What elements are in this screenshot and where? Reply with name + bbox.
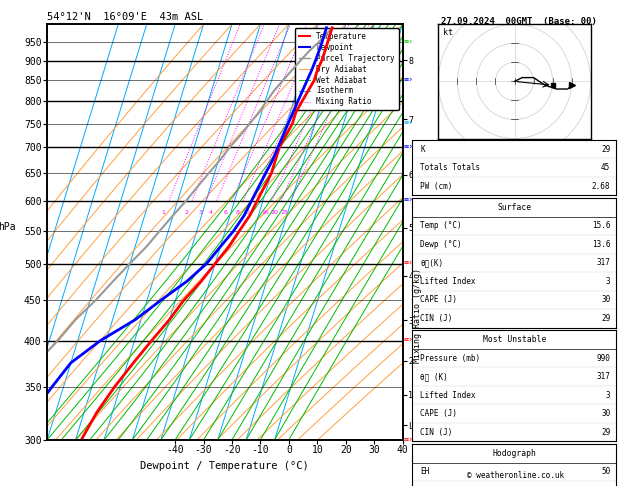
Text: CIN (J): CIN (J) <box>420 314 452 323</box>
Text: CIN (J): CIN (J) <box>420 428 452 436</box>
Text: ≡›: ≡› <box>404 196 414 205</box>
Text: Surface: Surface <box>497 203 532 212</box>
Text: ≡›: ≡› <box>404 143 414 152</box>
Text: ≡›: ≡› <box>404 119 414 128</box>
Text: 27.09.2024  00GMT  (Base: 00): 27.09.2024 00GMT (Base: 00) <box>441 17 597 26</box>
Text: 30: 30 <box>601 409 610 418</box>
Text: 45: 45 <box>601 163 610 172</box>
Text: 29: 29 <box>601 145 610 154</box>
Text: 990: 990 <box>596 354 610 363</box>
Text: Hodograph: Hodograph <box>493 449 536 458</box>
Text: θᴄ(K): θᴄ(K) <box>420 259 443 267</box>
Text: 317: 317 <box>596 372 610 381</box>
Text: © weatheronline.co.uk: © weatheronline.co.uk <box>467 471 564 480</box>
Text: 29: 29 <box>601 314 610 323</box>
Text: PW (cm): PW (cm) <box>420 182 452 191</box>
Text: CAPE (J): CAPE (J) <box>420 295 457 304</box>
Text: 54°12'N  16°09'E  43m ASL: 54°12'N 16°09'E 43m ASL <box>47 12 203 22</box>
Text: θᴄ (K): θᴄ (K) <box>420 372 448 381</box>
Text: Lifted Index: Lifted Index <box>420 277 476 286</box>
Text: 2.68: 2.68 <box>592 182 610 191</box>
Text: 2: 2 <box>184 210 188 215</box>
Text: 317: 317 <box>596 259 610 267</box>
Text: CAPE (J): CAPE (J) <box>420 409 457 418</box>
Text: ≡›: ≡› <box>404 37 414 47</box>
Text: Mixing Ratio (g/kg): Mixing Ratio (g/kg) <box>413 268 421 363</box>
Text: ≡›: ≡› <box>404 259 414 268</box>
Text: kt: kt <box>443 28 453 37</box>
Text: 10: 10 <box>242 210 250 215</box>
Text: Most Unstable: Most Unstable <box>482 335 546 344</box>
Text: 3: 3 <box>606 277 610 286</box>
Text: 16: 16 <box>262 210 269 215</box>
Text: EH: EH <box>420 468 430 476</box>
X-axis label: Dewpoint / Temperature (°C): Dewpoint / Temperature (°C) <box>140 461 309 471</box>
Legend: Temperature, Dewpoint, Parcel Trajectory, Dry Adiabat, Wet Adiabat, Isotherm, Mi: Temperature, Dewpoint, Parcel Trajectory… <box>295 28 399 110</box>
Text: 29: 29 <box>601 428 610 436</box>
Y-axis label: hPa: hPa <box>0 222 16 232</box>
Text: ≡›: ≡› <box>404 336 414 345</box>
Text: 20: 20 <box>271 210 279 215</box>
Y-axis label: km
ASL: km ASL <box>441 223 455 242</box>
Text: 1: 1 <box>161 210 165 215</box>
Text: Lifted Index: Lifted Index <box>420 391 476 399</box>
Text: 50: 50 <box>601 468 610 476</box>
Text: 4: 4 <box>209 210 213 215</box>
Text: 6: 6 <box>224 210 228 215</box>
Text: 13.6: 13.6 <box>592 240 610 249</box>
Text: Totals Totals: Totals Totals <box>420 163 481 172</box>
Text: K: K <box>420 145 425 154</box>
Text: 8: 8 <box>235 210 239 215</box>
Text: 30: 30 <box>601 295 610 304</box>
Text: 15.6: 15.6 <box>592 222 610 230</box>
Text: 25: 25 <box>281 210 289 215</box>
Text: Temp (°C): Temp (°C) <box>420 222 462 230</box>
Text: Dewp (°C): Dewp (°C) <box>420 240 462 249</box>
Text: ≡›: ≡› <box>404 435 414 444</box>
Text: 3: 3 <box>606 391 610 399</box>
Text: ≡›: ≡› <box>404 76 414 85</box>
Text: Pressure (mb): Pressure (mb) <box>420 354 481 363</box>
Text: 3: 3 <box>198 210 203 215</box>
